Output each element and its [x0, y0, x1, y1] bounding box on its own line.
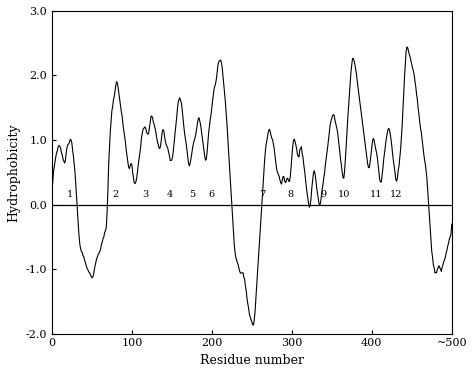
Text: 12: 12 — [390, 190, 402, 199]
Text: 9: 9 — [321, 190, 327, 199]
Text: 8: 8 — [287, 190, 293, 199]
Text: 1: 1 — [66, 190, 73, 199]
Text: 10: 10 — [337, 190, 350, 199]
Text: 3: 3 — [142, 190, 148, 199]
Y-axis label: Hydrophobicity: Hydrophobicity — [7, 123, 20, 222]
Text: 11: 11 — [370, 190, 382, 199]
Text: 6: 6 — [209, 190, 215, 199]
Text: 2: 2 — [113, 190, 119, 199]
X-axis label: Residue number: Residue number — [200, 354, 304, 367]
Text: 5: 5 — [189, 190, 195, 199]
Text: 7: 7 — [259, 190, 265, 199]
Text: 4: 4 — [167, 190, 173, 199]
